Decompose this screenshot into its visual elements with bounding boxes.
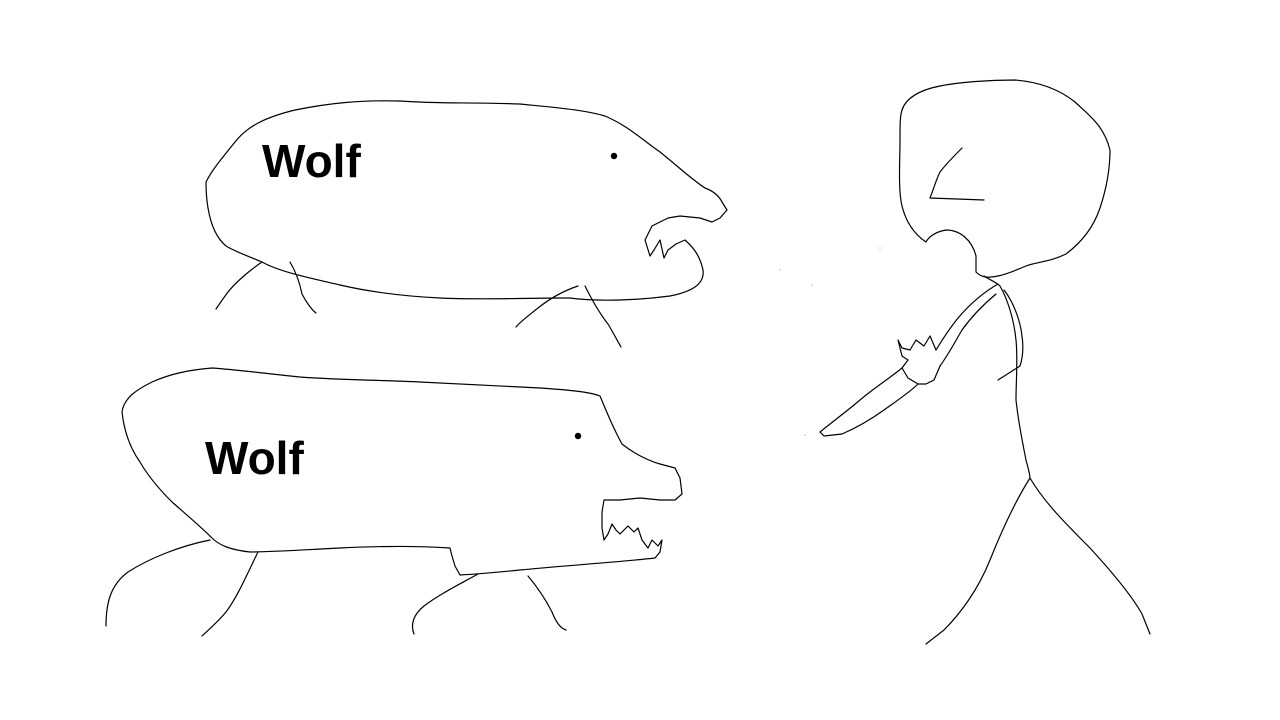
wolf-bottom-label: Wolf (205, 432, 304, 484)
person-torso (999, 285, 1031, 479)
person-leg-left (925, 477, 1031, 645)
wolf-top-leg-2 (289, 261, 317, 314)
person-figure (819, 79, 1151, 645)
wolf-top-leg-4 (584, 285, 622, 348)
wolf-bottom-figure (105, 367, 683, 637)
wolf-top-leg-1 (215, 261, 263, 310)
wolf-bottom-leg-3 (411, 573, 479, 635)
person-torso-side (997, 289, 1024, 381)
wolf-top-body (205, 100, 728, 301)
wolf-top-eye (610, 152, 618, 160)
wolf-bottom-leg-4 (527, 575, 567, 631)
person-arm (935, 283, 999, 367)
wolf-top-figure (205, 100, 728, 348)
wolf-bottom-eye (574, 432, 582, 440)
wolf-bottom-leg-1 (105, 539, 211, 627)
knife-icon (819, 367, 919, 437)
wolf-top-leg-3 (515, 285, 579, 328)
wolf-top-label: Wolf (262, 135, 361, 187)
person-head (898, 79, 1111, 278)
person-hand (897, 335, 941, 385)
stray-marks (779, 247, 881, 436)
wolf-bottom-leg-2 (201, 551, 259, 637)
wolf-bottom-body (121, 367, 683, 576)
person-leg-right (1029, 477, 1151, 635)
person-nose (929, 147, 985, 201)
person-neck (983, 275, 1001, 287)
